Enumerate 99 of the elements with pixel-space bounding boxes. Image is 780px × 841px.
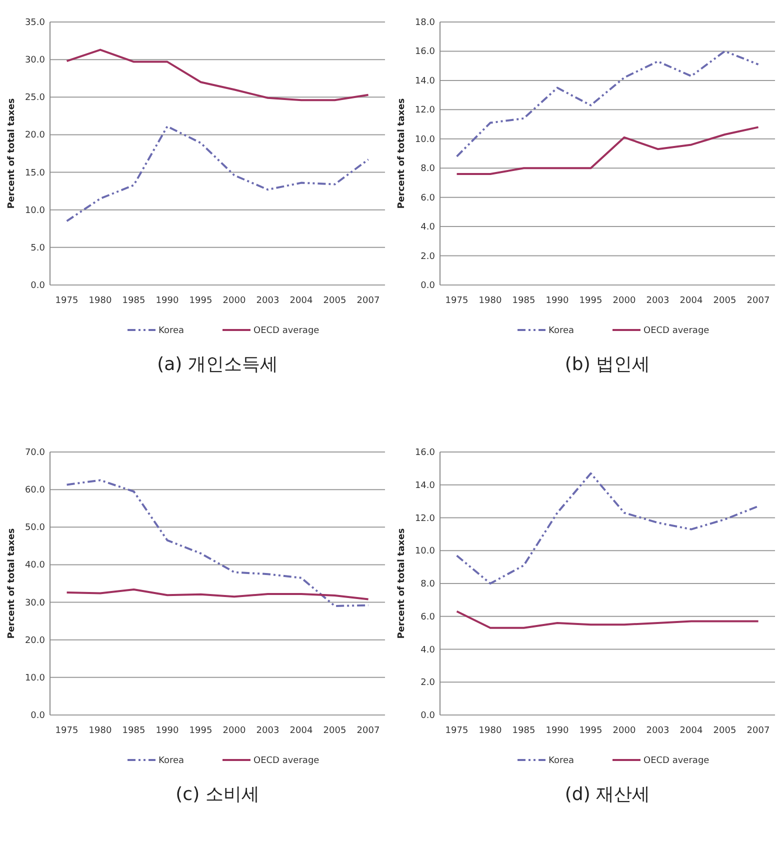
y-tick-label: 40.0 xyxy=(24,560,46,571)
y-tick-label: 70.0 xyxy=(24,448,46,458)
legend-label: Korea xyxy=(548,756,574,766)
x-tick-label: 1995 xyxy=(189,296,212,306)
x-tick-label: 1980 xyxy=(478,726,502,736)
y-tick-label: 2.0 xyxy=(420,678,436,688)
x-tick-label: 1995 xyxy=(579,726,602,736)
x-tick-label: 2000 xyxy=(612,726,636,736)
y-axis-title: Percent of total taxes xyxy=(397,98,407,209)
y-tick-label: 12.0 xyxy=(414,106,436,116)
y-tick-label: 20.0 xyxy=(24,636,46,646)
text: (c) 소비세 xyxy=(176,784,260,805)
y-tick-label: 30.0 xyxy=(24,56,46,66)
y-tick-label: 4.0 xyxy=(420,645,436,656)
x-tick-label: 2004 xyxy=(680,296,703,306)
x-tick-label: 1985 xyxy=(122,296,146,306)
y-tick-label: 5.0 xyxy=(30,243,46,254)
text: (d) 재산세 xyxy=(564,784,650,805)
y-axis-title: Percent of total taxes xyxy=(7,528,17,639)
line-series xyxy=(66,479,370,607)
x-tick-label: 1995 xyxy=(189,726,212,736)
x-tick-label: 1985 xyxy=(512,726,536,736)
x-tick-label: 1990 xyxy=(546,726,569,736)
y-tick-label: 8.0 xyxy=(420,164,436,174)
x-tick-label: 1975 xyxy=(445,296,468,306)
line-series xyxy=(456,472,760,584)
x-tick-label: 2003 xyxy=(256,296,280,306)
x-tick-label: 2007 xyxy=(746,296,770,306)
x-tick-label: 2007 xyxy=(356,296,380,306)
y-tick-label: 0.0 xyxy=(30,711,46,721)
y-tick-label: 14.0 xyxy=(414,480,436,491)
y-tick-label: 6.0 xyxy=(420,612,436,622)
y-tick-label: 10.0 xyxy=(414,546,436,557)
y-tick-label: 15.0 xyxy=(24,168,46,178)
x-tick-label: 2005 xyxy=(713,296,736,306)
y-tick-label: 10.0 xyxy=(24,206,46,216)
x-tick-label: 1985 xyxy=(512,296,536,306)
y-tick-label: 14.0 xyxy=(414,76,436,86)
x-tick-label: 2007 xyxy=(746,726,770,736)
x-tick-label: 2005 xyxy=(323,726,346,736)
y-tick-label: 30.0 xyxy=(24,598,46,608)
y-tick-label: 6.0 xyxy=(420,193,436,204)
x-tick-label: 2000 xyxy=(612,296,636,306)
y-tick-label: 50.0 xyxy=(24,523,46,534)
x-tick-label: 2000 xyxy=(222,296,246,306)
y-tick-label: 0.0 xyxy=(30,281,46,291)
x-tick-label: 2003 xyxy=(646,726,670,736)
x-tick-label: 1980 xyxy=(88,296,112,306)
x-tick-label: 1990 xyxy=(156,726,179,736)
x-tick-label: 2003 xyxy=(646,296,670,306)
line-series xyxy=(66,588,370,600)
y-tick-label: 0.0 xyxy=(420,711,436,721)
y-axis-title: Percent of total taxes xyxy=(397,528,407,639)
y-tick-label: 0.0 xyxy=(420,281,436,291)
x-tick-label: 1975 xyxy=(445,726,468,736)
y-axis-title: Percent of total taxes xyxy=(7,98,17,209)
y-tick-label: 2.0 xyxy=(420,252,436,262)
x-tick-label: 2005 xyxy=(323,296,346,306)
legend-label: Korea xyxy=(158,326,184,336)
y-tick-label: 20.0 xyxy=(24,130,46,141)
y-tick-label: 16.0 xyxy=(414,47,436,58)
text: (b) 법인세 xyxy=(564,354,650,375)
x-tick-label: 2004 xyxy=(680,726,703,736)
y-tick-label: 8.0 xyxy=(420,580,436,590)
x-tick-label: 2005 xyxy=(713,726,736,736)
text: (a) 개인소득세 xyxy=(157,354,278,375)
line-series xyxy=(66,125,370,222)
legend-label: OECD average xyxy=(644,756,710,766)
legend-label: Korea xyxy=(158,756,184,766)
x-tick-label: 1975 xyxy=(55,296,78,306)
y-tick-label: 10.0 xyxy=(24,673,46,684)
x-tick-label: 2003 xyxy=(256,726,280,736)
x-tick-label: 1995 xyxy=(579,296,602,306)
x-tick-label: 2004 xyxy=(290,296,313,306)
line-series xyxy=(456,610,760,629)
x-tick-label: 1975 xyxy=(55,726,78,736)
x-tick-label: 2007 xyxy=(356,726,380,736)
x-tick-label: 1980 xyxy=(88,726,112,736)
x-tick-label: 2000 xyxy=(222,726,246,736)
line-series xyxy=(66,48,370,102)
y-tick-label: 10.0 xyxy=(414,134,436,145)
y-tick-label: 18.0 xyxy=(414,18,436,28)
legend-label: OECD average xyxy=(254,326,320,336)
y-tick-label: 4.0 xyxy=(420,222,436,233)
y-tick-label: 25.0 xyxy=(24,93,46,104)
x-tick-label: 1990 xyxy=(156,296,179,306)
legend-label: Korea xyxy=(548,326,574,336)
legend-label: OECD average xyxy=(644,326,710,336)
y-tick-label: 16.0 xyxy=(414,448,436,458)
x-tick-label: 1985 xyxy=(122,726,146,736)
legend-label: OECD average xyxy=(254,756,320,766)
line-series xyxy=(456,50,760,158)
y-tick-label: 60.0 xyxy=(24,486,46,496)
x-tick-label: 2004 xyxy=(290,726,313,736)
y-tick-label: 35.0 xyxy=(24,18,46,28)
x-tick-label: 1980 xyxy=(478,296,502,306)
x-tick-label: 1990 xyxy=(546,296,569,306)
line-series xyxy=(456,126,760,175)
y-tick-label: 12.0 xyxy=(414,514,436,524)
